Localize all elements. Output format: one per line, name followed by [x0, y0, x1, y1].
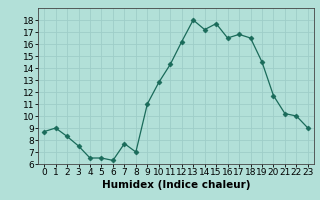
X-axis label: Humidex (Indice chaleur): Humidex (Indice chaleur)	[102, 180, 250, 190]
